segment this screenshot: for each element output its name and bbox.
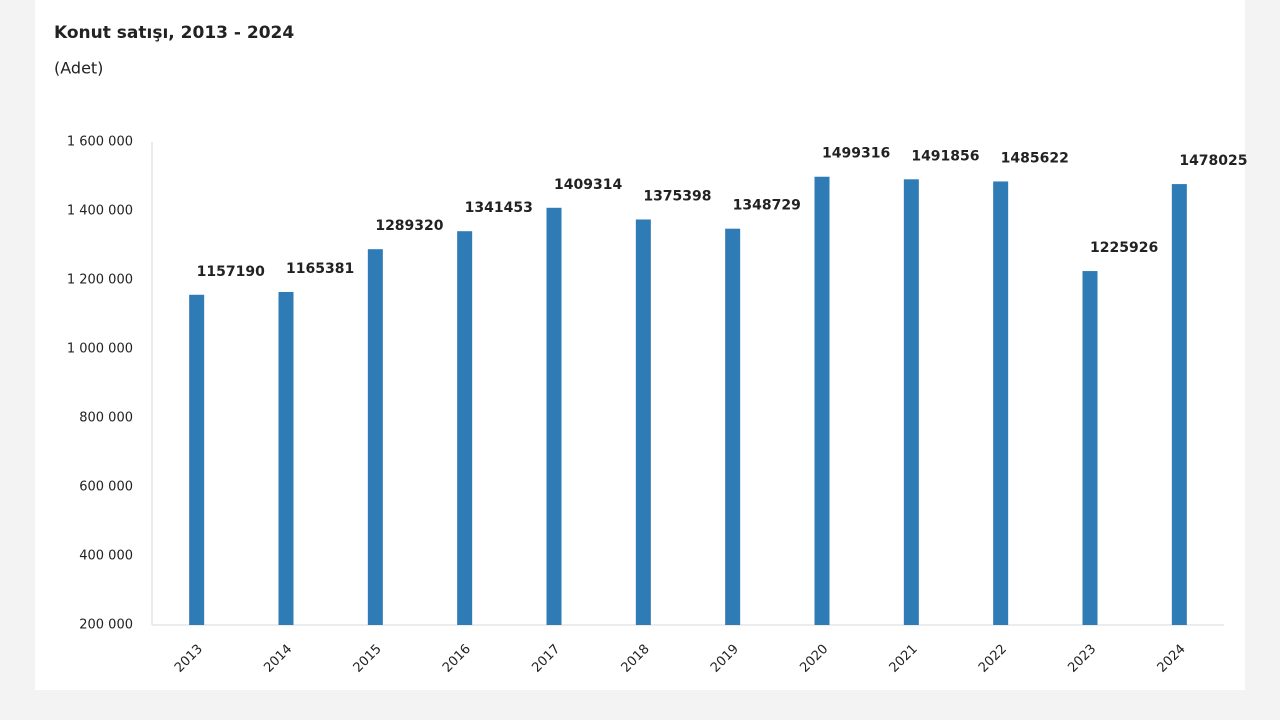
y-tick-label: 600 000 — [79, 480, 133, 495]
y-tick-label: 1 000 000 — [67, 342, 133, 357]
value-label: 1348729 — [733, 198, 801, 214]
chart-subtitle: (Adet) — [54, 59, 103, 78]
value-label: 1165381 — [286, 261, 354, 277]
bar — [993, 181, 1009, 626]
plot: 200 000 400 000 600 000 800 000 1 000 000 1 2… — [67, 135, 1248, 676]
chart-title: Konut satışı, 2013 - 2024 — [54, 23, 294, 43]
y-tick-label: 1 600 000 — [67, 135, 133, 150]
bar — [1171, 184, 1187, 626]
y-tick-label: 1 400 000 — [67, 204, 133, 219]
value-label: 1341453 — [465, 200, 533, 216]
y-tick-label: 400 000 — [79, 549, 133, 564]
bar — [725, 228, 741, 626]
y-tick-label: 800 000 — [79, 411, 133, 426]
value-label: 1485622 — [1001, 150, 1069, 166]
value-label: 1225926 — [1090, 240, 1158, 256]
value-label: 1409314 — [554, 177, 622, 193]
bar — [189, 294, 205, 625]
bar — [457, 231, 473, 625]
value-label: 1478025 — [1179, 153, 1247, 169]
bar — [546, 207, 562, 625]
y-tick-label: 1 200 000 — [67, 273, 133, 288]
value-label: 1289320 — [375, 218, 443, 234]
y-tick-label: 200 000 — [79, 618, 133, 633]
bar — [367, 249, 383, 625]
value-label: 1491856 — [911, 148, 979, 164]
bar — [278, 291, 294, 625]
value-label: 1499316 — [822, 146, 890, 162]
bar — [903, 179, 919, 625]
bar — [635, 219, 651, 626]
value-label: 1375398 — [643, 188, 711, 204]
bar — [814, 176, 830, 626]
value-label: 1157190 — [197, 264, 265, 280]
bar — [1082, 271, 1098, 625]
